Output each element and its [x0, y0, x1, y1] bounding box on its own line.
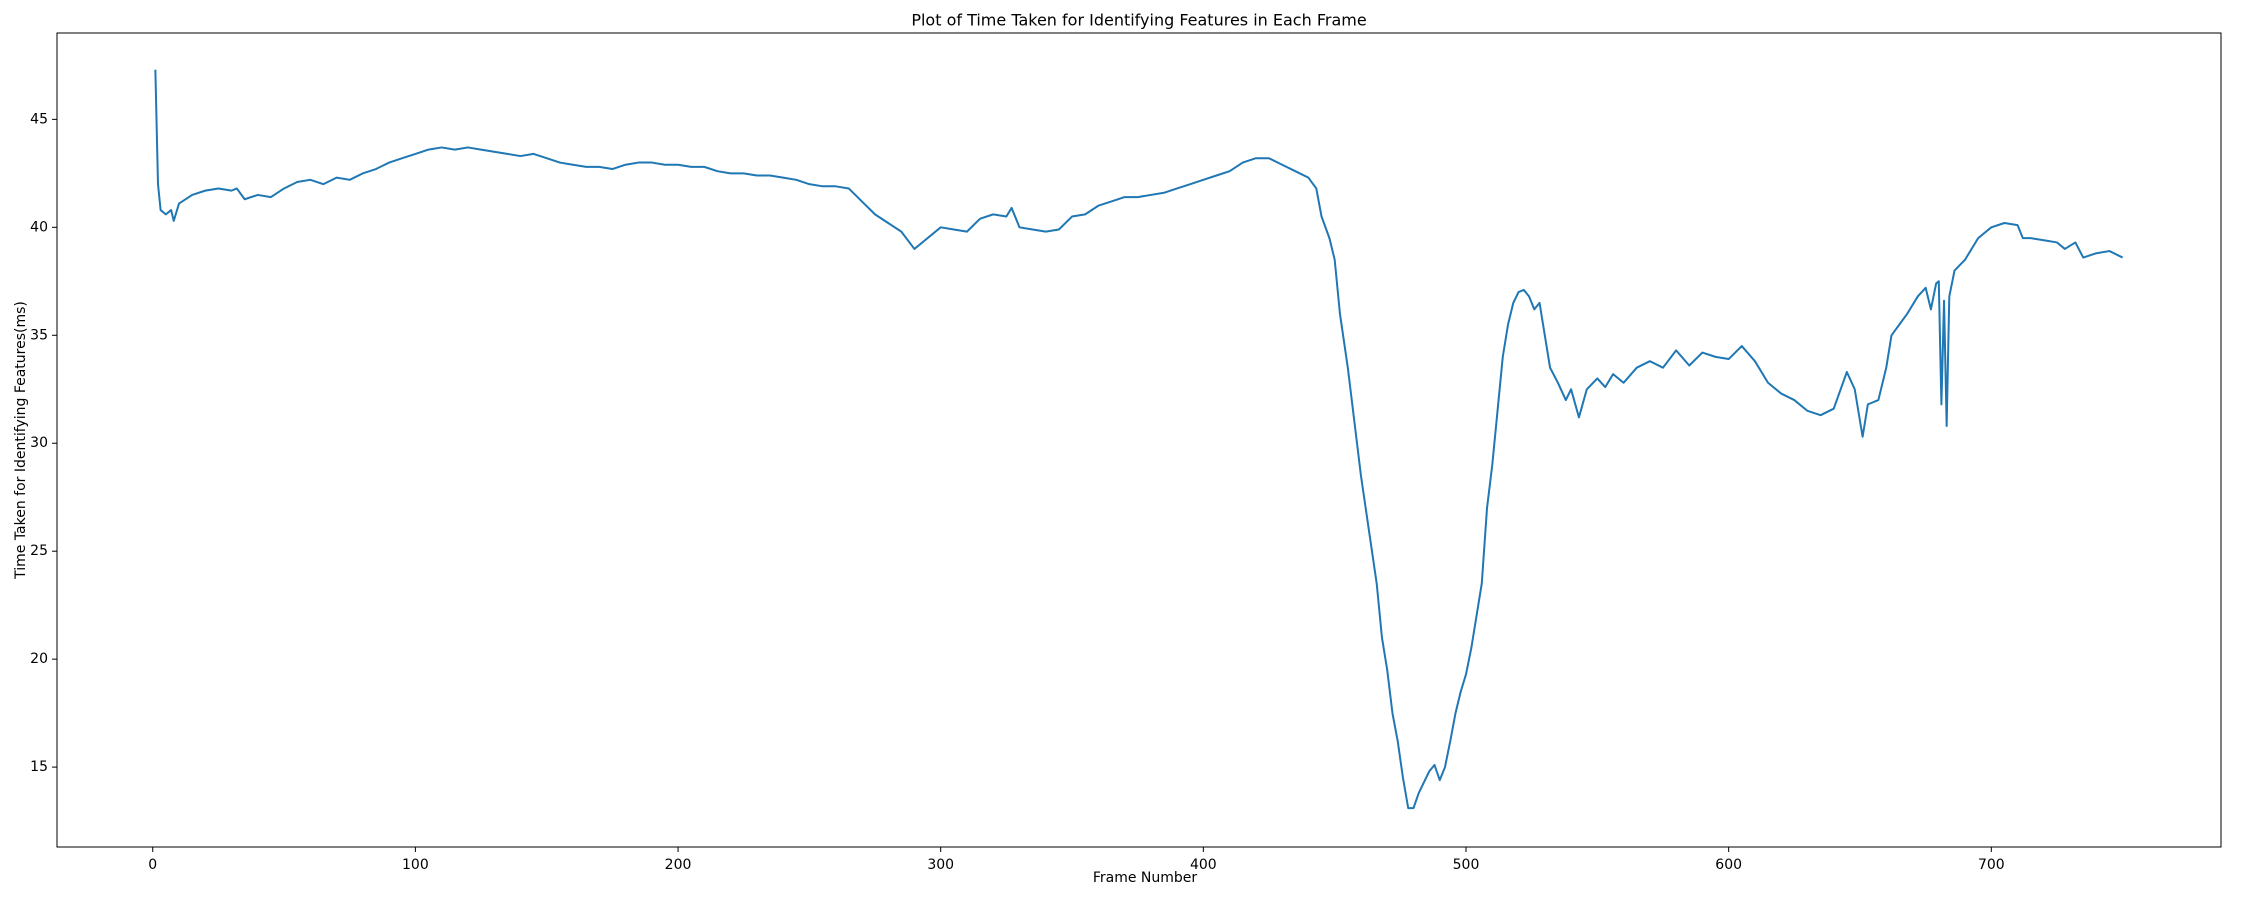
y-axis-label: Time Taken for Identifying Features(ms) — [13, 301, 29, 580]
x-tick-label: 600 — [1715, 857, 1742, 873]
y-tick-label: 20 — [30, 651, 48, 667]
x-tick-label: 500 — [1453, 857, 1480, 873]
chart-title: Plot of Time Taken for Identifying Featu… — [911, 11, 1366, 30]
x-tick-label: 0 — [148, 857, 157, 873]
x-axis-label: Frame Number — [1093, 870, 1198, 886]
y-tick-label: 15 — [30, 759, 48, 775]
y-tick-label: 40 — [30, 219, 48, 235]
x-tick-label: 100 — [402, 857, 429, 873]
x-tick-label: 700 — [1978, 857, 2005, 873]
y-tick-label: 25 — [30, 543, 48, 559]
y-tick-label: 45 — [30, 111, 48, 127]
x-tick-label: 300 — [927, 857, 954, 873]
y-tick-label: 35 — [30, 327, 48, 343]
x-tick-label: 200 — [665, 857, 692, 873]
x-tick-label: 400 — [1190, 857, 1217, 873]
y-tick-label: 30 — [30, 435, 48, 451]
data-line — [154, 69, 2124, 810]
plot-frame — [56, 32, 2222, 848]
